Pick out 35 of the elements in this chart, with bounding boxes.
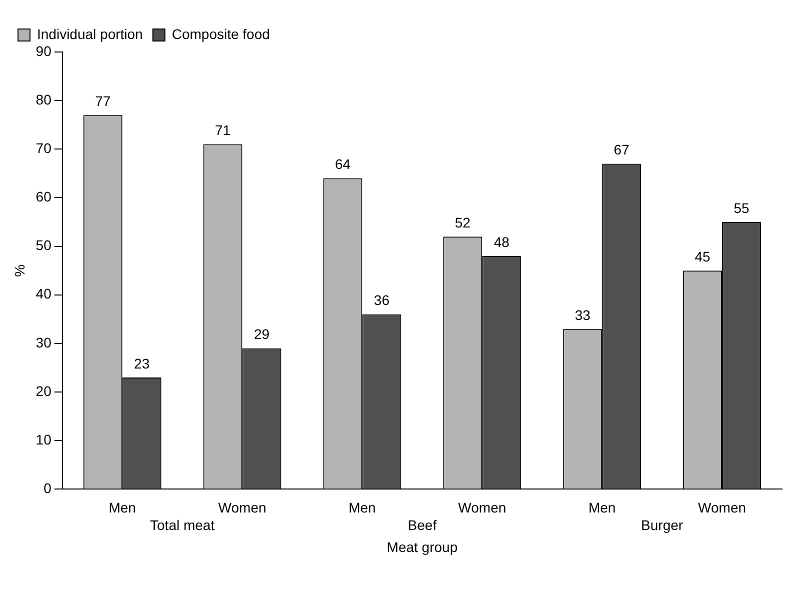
data-label: 45 — [694, 248, 711, 264]
x-tick-label: Women — [698, 499, 746, 516]
data-label: 48 — [494, 234, 510, 250]
y-tick-label: 10 — [36, 431, 52, 448]
y-tick-label: 70 — [36, 140, 52, 156]
y-tick-label: 90 — [36, 42, 52, 59]
data-label: 71 — [215, 122, 231, 138]
data-label: 67 — [614, 142, 630, 158]
x-tick-label: Women — [458, 499, 506, 516]
data-label: 23 — [134, 355, 150, 372]
data-label: 55 — [734, 200, 750, 216]
text: Burger — [641, 517, 684, 534]
x-tick-label: Men — [108, 499, 136, 516]
data-label: 29 — [254, 326, 270, 342]
y-tick-label: 40 — [36, 286, 52, 302]
x-tick-label: Men — [348, 499, 376, 516]
data-label: 33 — [574, 306, 591, 323]
y-tick-label: 60 — [36, 188, 52, 205]
y-tick-label: 30 — [36, 334, 52, 350]
text: Total meat — [150, 517, 215, 534]
y-tick-label: 80 — [36, 91, 52, 108]
data-label: 52 — [454, 214, 471, 230]
data-label: 36 — [374, 292, 390, 308]
data-label: 64 — [334, 156, 351, 172]
x-tick-label: Men — [588, 499, 616, 516]
y-tick-label: 20 — [36, 382, 52, 399]
data-label: 77 — [95, 93, 111, 110]
x-tick-label: Women — [218, 499, 266, 516]
y-axis-title: % — [11, 264, 28, 277]
x-axis-title: Meat group — [386, 539, 458, 556]
y-tick-label: 50 — [36, 237, 52, 254]
y-tick-label: 0 — [44, 480, 52, 496]
legend-label: Composite food — [172, 26, 270, 42]
text: Beef — [408, 517, 437, 534]
legend-label: Individual portion — [37, 26, 143, 42]
